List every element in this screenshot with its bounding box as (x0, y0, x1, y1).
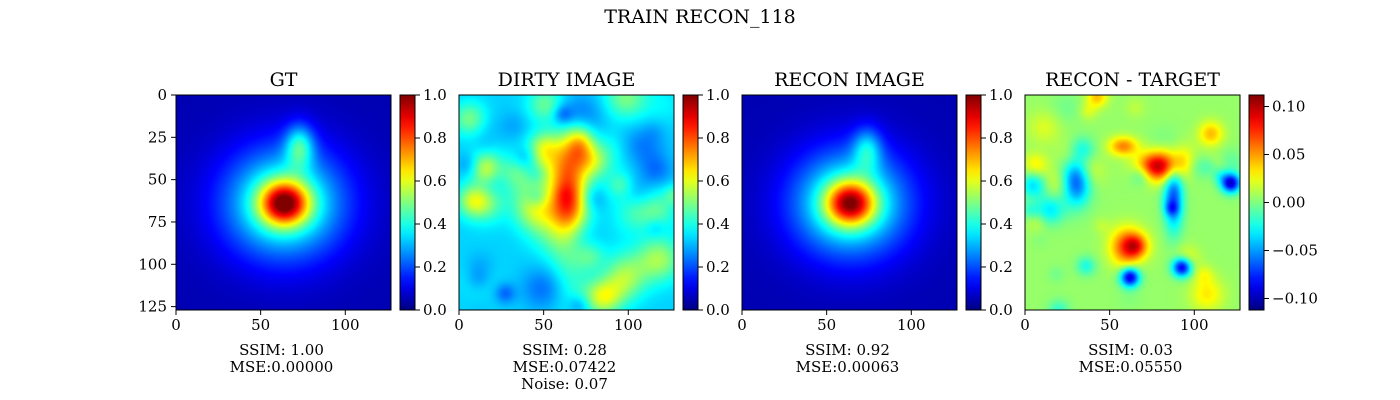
colorbar-tick-label: −0.10 (1272, 289, 1318, 307)
panel-2: DIRTY IMAGE 0 50 100 0.0 0.2 0.4 0.6 0.8 1.0 SSIM:… (454, 69, 730, 393)
x-tick-label: 50 (534, 316, 553, 334)
plot-frame (175, 94, 392, 311)
plot-frame (458, 94, 675, 311)
x-tick-label: 100 (897, 316, 926, 334)
plot-frame (1024, 94, 1241, 311)
panel-title: DIRTY IMAGE (498, 69, 636, 91)
y-tick-label: 50 (148, 171, 167, 189)
colorbar-tick-label: 0.6 (423, 172, 447, 190)
colorbar (965, 94, 982, 311)
colorbar-tick-label: 0.0 (989, 301, 1013, 319)
colorbar-tick-label: 0.2 (706, 258, 730, 276)
metric-label: MSE:0.07422 (513, 358, 617, 376)
y-tick-label: 25 (148, 128, 167, 146)
colorbar-tick-label: 0.0 (706, 301, 730, 319)
x-tick-label: 50 (251, 316, 270, 334)
colorbar-tick-label: 0.6 (706, 172, 730, 190)
x-tick-label: 50 (1100, 316, 1119, 334)
heatmap-image (742, 95, 957, 310)
metric-label: SSIM: 0.92 (805, 341, 890, 359)
metric-label: Noise: 0.07 (521, 375, 608, 393)
x-tick-label: 100 (1180, 316, 1209, 334)
panel-title: RECON IMAGE (774, 69, 925, 91)
colorbar-tick-label: 0.05 (1272, 146, 1305, 164)
plot-frame (741, 94, 958, 311)
colorbar-tick-label: 0.2 (423, 258, 447, 276)
colorbar (399, 94, 416, 311)
metric-label: SSIM: 0.03 (1088, 341, 1173, 359)
x-tick-label: 0 (171, 316, 181, 334)
colorbar (1248, 94, 1265, 311)
heatmap-image (459, 95, 674, 310)
x-tick-label: 0 (1020, 316, 1030, 334)
metric-label: MSE:0.00063 (796, 358, 900, 376)
heatmap-image (1025, 95, 1240, 310)
colorbar-tick-label: 0.4 (989, 215, 1013, 233)
panel-3: RECON IMAGE 0 50 100 0.0 0.2 0.4 0.6 0.8 1.0 SSIM:… (737, 69, 1013, 376)
x-tick-label: 0 (454, 316, 464, 334)
metric-label: SSIM: 0.28 (522, 341, 607, 359)
x-tick-label: 50 (817, 316, 836, 334)
panel-4: RECON - TARGET 0 50 100 −0.10 −0.05 0.00 0.05 0.… (1020, 69, 1318, 376)
y-tick-label: 0 (157, 86, 167, 104)
colorbar-tick-label: −0.05 (1272, 241, 1318, 259)
x-tick-label: 0 (737, 316, 747, 334)
colorbar-tick-label: 0.2 (989, 258, 1013, 276)
x-tick-label: 100 (614, 316, 643, 334)
colorbar-tick-label: 0.8 (989, 129, 1013, 147)
y-tick-label: 125 (138, 298, 167, 316)
y-tick-label: 75 (148, 213, 167, 231)
panel-title: RECON - TARGET (1045, 69, 1220, 91)
colorbar-tick-label: 1.0 (423, 86, 447, 104)
figure-title: TRAIN RECON_118 (604, 6, 796, 28)
colorbar-tick-label: 0.00 (1272, 194, 1305, 212)
y-tick-label: 100 (138, 255, 167, 273)
metric-label: MSE:0.05550 (1079, 358, 1183, 376)
colorbar-tick-label: 0.8 (706, 129, 730, 147)
colorbar-tick-label: 0.0 (423, 301, 447, 319)
colorbar-tick-label: 0.4 (706, 215, 730, 233)
colorbar-tick-label: 0.6 (989, 172, 1013, 190)
colorbar-tick-label: 1.0 (706, 86, 730, 104)
metric-label: SSIM: 1.00 (239, 341, 324, 359)
colorbar-tick-label: 0.8 (423, 129, 447, 147)
colorbar-tick-label: 1.0 (989, 86, 1013, 104)
metric-label: MSE:0.00000 (230, 358, 334, 376)
colorbar-tick-label: 0.10 (1272, 98, 1305, 116)
panel-title: GT (270, 69, 298, 91)
heatmap-image (176, 95, 391, 310)
x-tick-label: 100 (331, 316, 360, 334)
colorbar (682, 94, 699, 311)
panel-1: GT 0 50 100 0 25 50 75 100 125 0.0 0.2 0.4 0.6 0.8 1.0 S… (138, 69, 447, 376)
colorbar-tick-label: 0.4 (423, 215, 447, 233)
